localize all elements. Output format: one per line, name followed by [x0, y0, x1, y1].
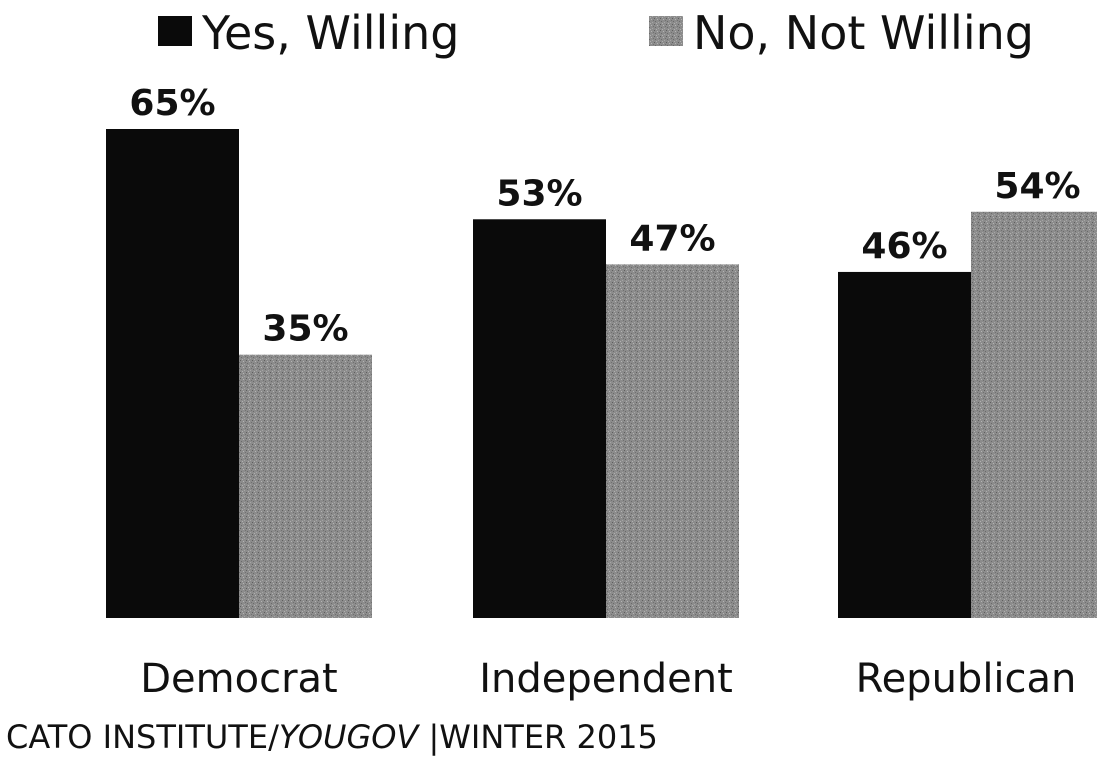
value-label-yes-willing-independent: 53%	[496, 173, 582, 214]
category-label-republican: Republican	[856, 656, 1077, 702]
bar-no-not-willing-democrat	[239, 354, 372, 618]
legend-swatch-no-not-willing	[649, 16, 683, 46]
bar-yes-willing-republican	[838, 271, 971, 618]
source-separator: |	[418, 718, 439, 756]
category-labels: Democrat Independent Republican	[140, 656, 1076, 702]
legend: Yes, Willing No, Not Willing	[158, 6, 1034, 60]
value-label-yes-willing-democrat: 65%	[129, 83, 215, 124]
source-org: CATO INSTITUTE/	[6, 718, 279, 756]
category-label-independent: Independent	[479, 656, 733, 702]
source-caption: CATO INSTITUTE/YOUGOV |WINTER 2015	[6, 718, 658, 756]
value-label-no-not-willing-democrat: 35%	[262, 309, 348, 350]
bar-yes-willing-democrat	[106, 129, 239, 618]
category-label-democrat: Democrat	[140, 656, 337, 702]
value-label-no-not-willing-republican: 54%	[994, 166, 1080, 207]
bar-no-not-willing-republican	[971, 211, 1097, 618]
value-labels: 65% 53% 46% 35% 47% 54%	[129, 83, 1080, 350]
value-label-yes-willing-republican: 46%	[861, 226, 947, 267]
value-label-no-not-willing-independent: 47%	[629, 218, 715, 259]
bar-no-not-willing-independent	[606, 264, 739, 618]
source-partner: YOUGOV	[279, 718, 421, 756]
legend-label-no-not-willing: No, Not Willing	[693, 6, 1034, 60]
source-date: WINTER 2015	[439, 718, 658, 756]
legend-swatch-yes-willing	[158, 16, 192, 46]
legend-label-yes-willing: Yes, Willing	[201, 6, 459, 60]
bars	[106, 129, 1097, 618]
bar-yes-willing-independent	[473, 219, 606, 618]
